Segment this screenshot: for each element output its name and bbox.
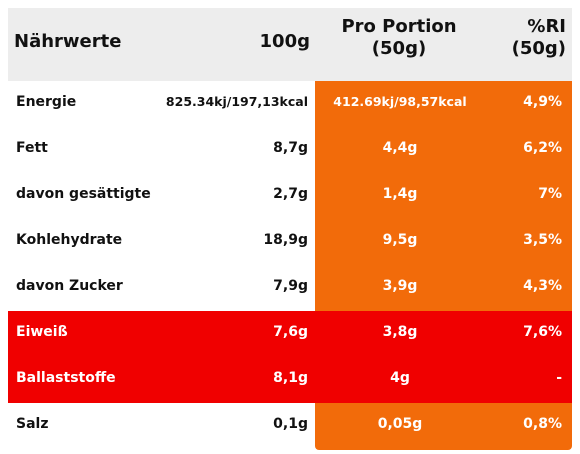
header-per-portion: Pro Portion (50g)	[320, 16, 478, 59]
row-label: Salz	[16, 416, 49, 432]
row-label: Energie	[16, 94, 77, 110]
row-per-100g: 8,1g	[273, 370, 308, 386]
row-per-portion: 0,05g	[377, 416, 423, 432]
row-ri: 0,8%	[523, 416, 562, 432]
table-row: Salz 0,1g 0,05g 0,8%	[8, 403, 572, 449]
row-per-100g: 7,9g	[273, 278, 308, 294]
row-label: Fett	[16, 140, 48, 156]
row-ri: 7%	[538, 186, 562, 202]
row-per-portion: 412.69kj/98,57kcal	[333, 94, 467, 109]
table-header: Nährwerte 100g Pro Portion (50g) %RI (50…	[8, 8, 572, 81]
table-row: Kohlehydrate 18,9g 9,5g 3,5%	[8, 219, 572, 265]
header-nutrients: Nährwerte	[14, 31, 122, 52]
header-ri: %RI (50g)	[512, 16, 566, 59]
row-ri: 7,6%	[523, 324, 562, 340]
row-per-portion: 4,4g	[382, 140, 418, 156]
row-label: Ballaststoffe	[16, 370, 116, 386]
row-ri: 4,3%	[523, 278, 562, 294]
row-per-portion: 3,8g	[382, 324, 418, 340]
row-ri: 3,5%	[523, 232, 562, 248]
row-per-100g: 8,7g	[273, 140, 308, 156]
row-ri: -	[556, 370, 562, 386]
table-row: davon gesättigte 2,7g 1,4g 7%	[8, 173, 572, 219]
row-per-100g: 0,1g	[273, 416, 308, 432]
table-row: Energie 825.34kj/197,13kcal 412.69kj/98,57…	[8, 81, 572, 127]
row-per-portion: 4g	[390, 370, 410, 386]
row-label: Eiweiß	[16, 324, 68, 340]
row-ri: 4,9%	[523, 94, 562, 110]
row-per-100g: 18,9g	[263, 232, 308, 248]
table-row: Eiweiß 7,6g 3,8g 7,6%	[8, 311, 572, 357]
row-per-portion: 9,5g	[382, 232, 418, 248]
header-ri-line2: (50g)	[511, 37, 566, 59]
row-label: davon Zucker	[16, 278, 123, 294]
table-row: davon Zucker 7,9g 3,9g 4,3%	[8, 265, 572, 311]
nutrition-table: Nährwerte 100g Pro Portion (50g) %RI (50…	[8, 8, 572, 450]
header-per-portion-line1: Pro Portion	[341, 16, 457, 37]
header-per-portion-line2: (50g)	[371, 37, 427, 59]
row-per-100g: 825.34kj/197,13kcal	[165, 94, 308, 109]
row-per-portion: 3,9g	[382, 278, 418, 294]
table-row: Ballaststoffe 8,1g 4g -	[8, 357, 572, 403]
header-ri-line1: %RI	[527, 16, 566, 37]
row-per-100g: 7,6g	[273, 324, 308, 340]
row-label: Kohlehydrate	[16, 232, 123, 248]
row-per-100g: 2,7g	[273, 186, 308, 202]
row-ri: 6,2%	[523, 140, 562, 156]
row-label: davon gesättigte	[16, 186, 151, 202]
header-per-100g: 100g	[259, 31, 310, 52]
table-row: Fett 8,7g 4,4g 6,2%	[8, 127, 572, 173]
row-per-portion: 1,4g	[382, 186, 418, 202]
